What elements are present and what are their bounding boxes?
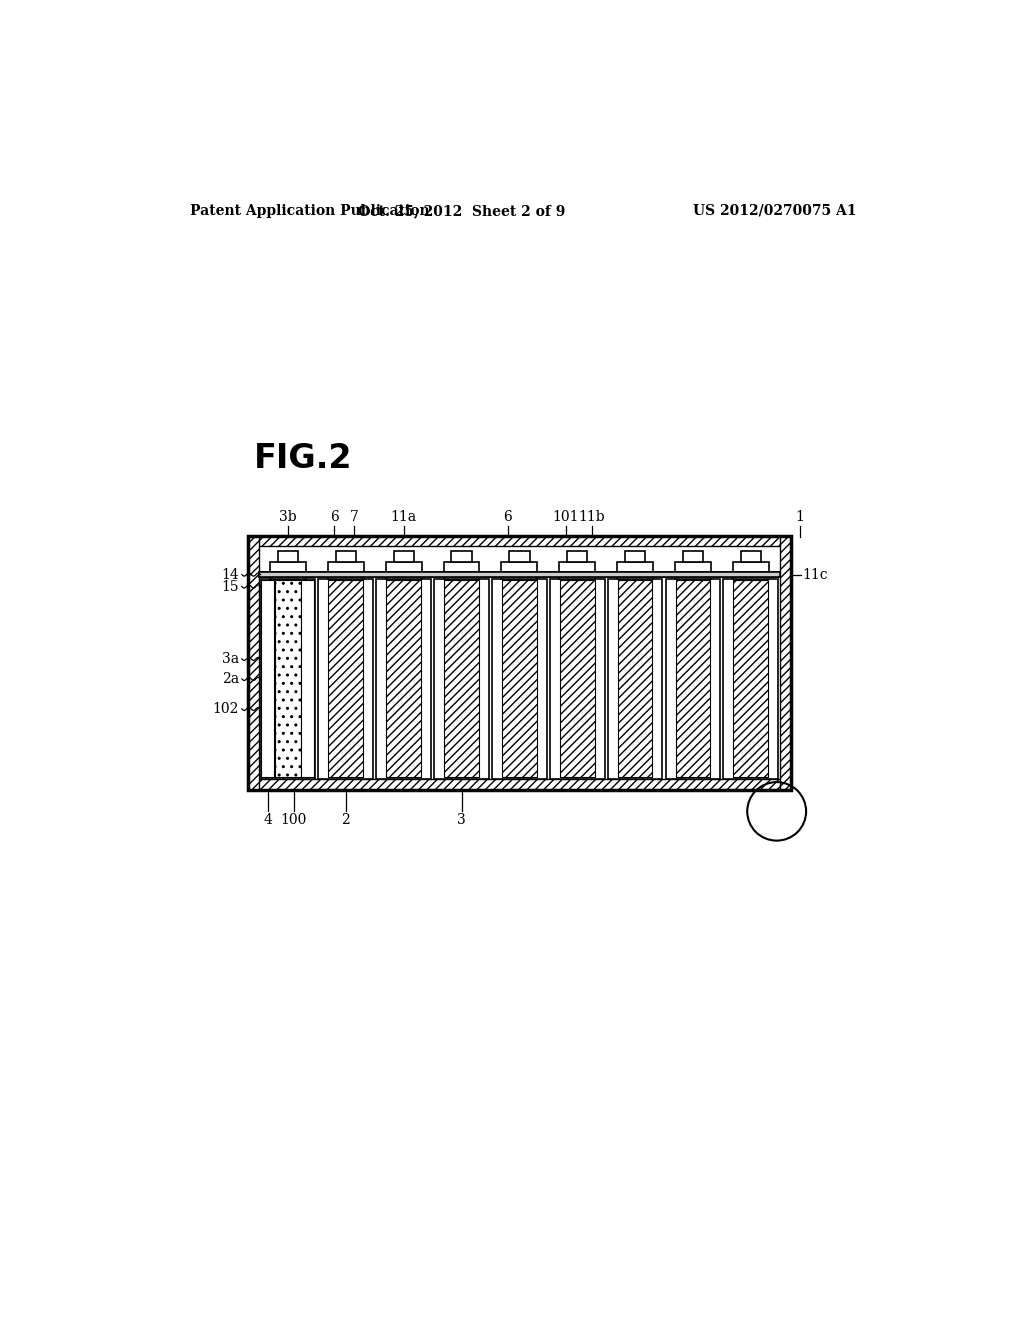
Bar: [617, 581, 652, 777]
Bar: [329, 581, 364, 777]
Bar: [259, 572, 779, 577]
Bar: [336, 552, 356, 562]
Bar: [733, 562, 769, 579]
Bar: [260, 578, 315, 779]
Bar: [683, 552, 703, 562]
Text: 102: 102: [212, 702, 239, 715]
Text: FIG.2: FIG.2: [254, 442, 353, 475]
Bar: [560, 581, 595, 777]
Text: 3b: 3b: [280, 510, 297, 524]
Bar: [550, 578, 604, 779]
Bar: [509, 552, 529, 562]
Bar: [260, 581, 274, 777]
Text: 11b: 11b: [579, 510, 605, 524]
Text: 6: 6: [504, 510, 512, 524]
Bar: [675, 562, 711, 579]
Bar: [301, 581, 313, 777]
Bar: [740, 552, 761, 562]
Bar: [248, 536, 791, 546]
Bar: [676, 581, 711, 777]
Bar: [434, 578, 488, 779]
Bar: [259, 572, 779, 577]
Bar: [733, 581, 768, 777]
Bar: [393, 552, 414, 562]
Text: 11c: 11c: [802, 568, 827, 582]
Bar: [502, 581, 537, 777]
Bar: [502, 562, 538, 579]
Bar: [278, 552, 298, 562]
Bar: [617, 562, 653, 579]
Bar: [444, 581, 479, 777]
Text: 2a: 2a: [222, 672, 239, 686]
Bar: [724, 578, 778, 779]
Bar: [625, 552, 645, 562]
Bar: [275, 581, 301, 777]
Text: 7: 7: [350, 510, 358, 524]
Text: 3: 3: [457, 813, 466, 826]
Bar: [559, 562, 595, 579]
Text: 100: 100: [281, 813, 307, 826]
Bar: [492, 578, 547, 779]
Bar: [443, 562, 479, 579]
Bar: [386, 581, 421, 777]
Text: 4: 4: [263, 813, 272, 826]
Text: Patent Application Publication: Patent Application Publication: [190, 203, 430, 218]
Bar: [270, 562, 306, 579]
Bar: [328, 562, 364, 579]
Bar: [248, 779, 791, 789]
Text: 3a: 3a: [222, 652, 239, 665]
Text: 11a: 11a: [390, 510, 417, 524]
Text: US 2012/0270075 A1: US 2012/0270075 A1: [693, 203, 856, 218]
Text: 6: 6: [330, 510, 339, 524]
Text: Oct. 25, 2012  Sheet 2 of 9: Oct. 25, 2012 Sheet 2 of 9: [357, 203, 565, 218]
Text: 15: 15: [221, 579, 239, 594]
Bar: [452, 552, 472, 562]
Bar: [567, 552, 588, 562]
Bar: [248, 536, 259, 789]
Text: 14: 14: [221, 568, 239, 582]
Bar: [248, 536, 791, 789]
Text: 2: 2: [341, 813, 350, 826]
Bar: [607, 578, 663, 779]
Bar: [386, 562, 422, 579]
Bar: [248, 536, 791, 789]
Text: 1: 1: [796, 510, 805, 524]
Text: 101: 101: [552, 510, 579, 524]
Bar: [666, 578, 720, 779]
Bar: [376, 578, 431, 779]
Bar: [259, 572, 779, 577]
Bar: [318, 578, 373, 779]
Bar: [779, 536, 791, 789]
